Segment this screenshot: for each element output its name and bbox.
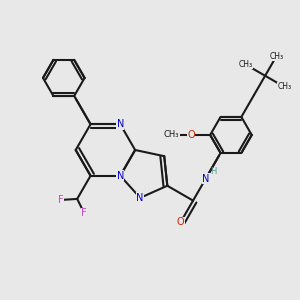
- Text: H: H: [210, 167, 217, 176]
- Text: F: F: [82, 208, 87, 218]
- Text: N: N: [202, 174, 209, 184]
- Text: F: F: [58, 195, 64, 205]
- Text: CH₃: CH₃: [164, 130, 179, 140]
- Text: CH₃: CH₃: [278, 82, 292, 91]
- Text: CH₃: CH₃: [269, 52, 283, 61]
- Text: O: O: [177, 218, 184, 227]
- Text: CH₃: CH₃: [239, 60, 253, 69]
- Text: N: N: [136, 193, 144, 203]
- Text: N: N: [117, 119, 124, 129]
- Text: N: N: [117, 171, 124, 181]
- Text: O: O: [187, 130, 195, 140]
